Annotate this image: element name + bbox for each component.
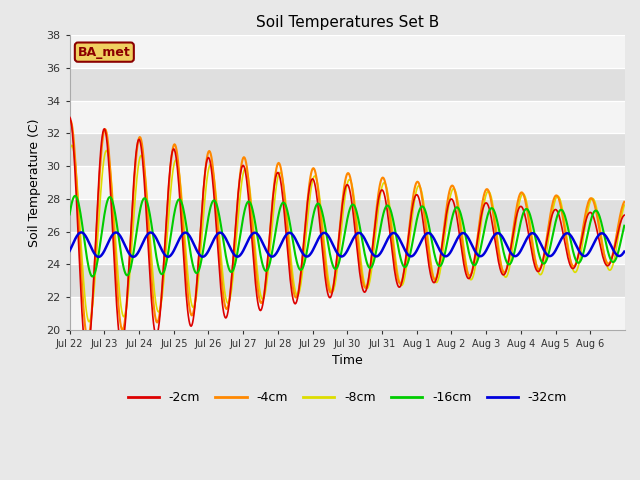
Bar — [70, 297, 625, 330]
Bar — [70, 166, 625, 199]
Bar — [70, 199, 625, 231]
Bar — [70, 231, 625, 264]
Y-axis label: Soil Temperature (C): Soil Temperature (C) — [28, 118, 41, 247]
Text: BA_met: BA_met — [78, 46, 131, 59]
Bar — [70, 68, 625, 101]
Bar — [70, 133, 625, 166]
Bar — [70, 101, 625, 133]
X-axis label: Time: Time — [332, 354, 363, 367]
Legend: -2cm, -4cm, -8cm, -16cm, -32cm: -2cm, -4cm, -8cm, -16cm, -32cm — [122, 386, 572, 409]
Bar — [70, 36, 625, 68]
Bar — [70, 264, 625, 297]
Title: Soil Temperatures Set B: Soil Temperatures Set B — [256, 15, 439, 30]
